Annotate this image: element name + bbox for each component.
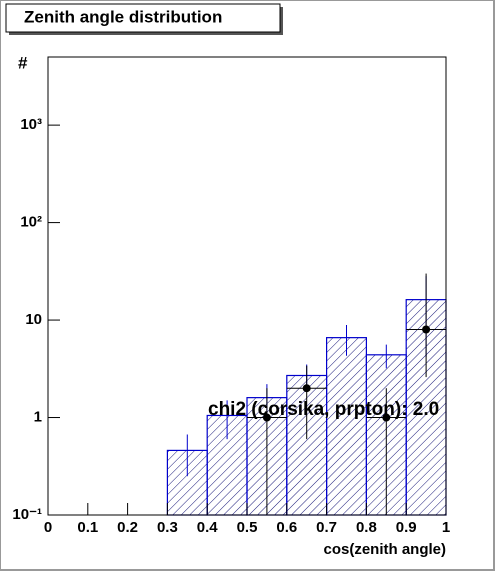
y-tick-label: 10⁻¹ — [12, 506, 42, 523]
y-tick-label: 10 — [25, 311, 42, 328]
x-tick-label: 0.1 — [77, 519, 98, 536]
x-tick-label: 0.7 — [316, 519, 337, 536]
x-tick-label: 0.3 — [157, 519, 178, 536]
y-tick-label: 10³ — [20, 116, 42, 133]
x-tick-label: 0.9 — [396, 519, 417, 536]
x-tick-label: 0.6 — [276, 519, 297, 536]
x-tick-label: 0.5 — [237, 519, 258, 536]
x-tick-label: 1 — [442, 519, 450, 536]
data-point — [302, 384, 311, 393]
data-point — [422, 325, 431, 334]
x-tick-label: 0.8 — [356, 519, 377, 536]
x-tick-label: 0 — [44, 519, 52, 536]
x-tick-label: 0.2 — [117, 519, 138, 536]
data-point — [382, 413, 391, 422]
plot-area — [166, 273, 447, 516]
y-axis-label: # — [18, 53, 28, 72]
y-tick-label: 10² — [20, 214, 42, 231]
histogram-bar — [326, 337, 368, 516]
y-tick-label: 1 — [34, 409, 42, 426]
annotation: chi2 (corsika, prpton): 2.0 — [208, 399, 439, 420]
chart-title: Zenith angle distribution — [24, 7, 222, 26]
title-box — [5, 3, 281, 33]
data-point — [262, 413, 271, 422]
x-tick-label: 0.4 — [197, 519, 219, 536]
x-axis-label: cos(zenith angle) — [323, 541, 446, 558]
